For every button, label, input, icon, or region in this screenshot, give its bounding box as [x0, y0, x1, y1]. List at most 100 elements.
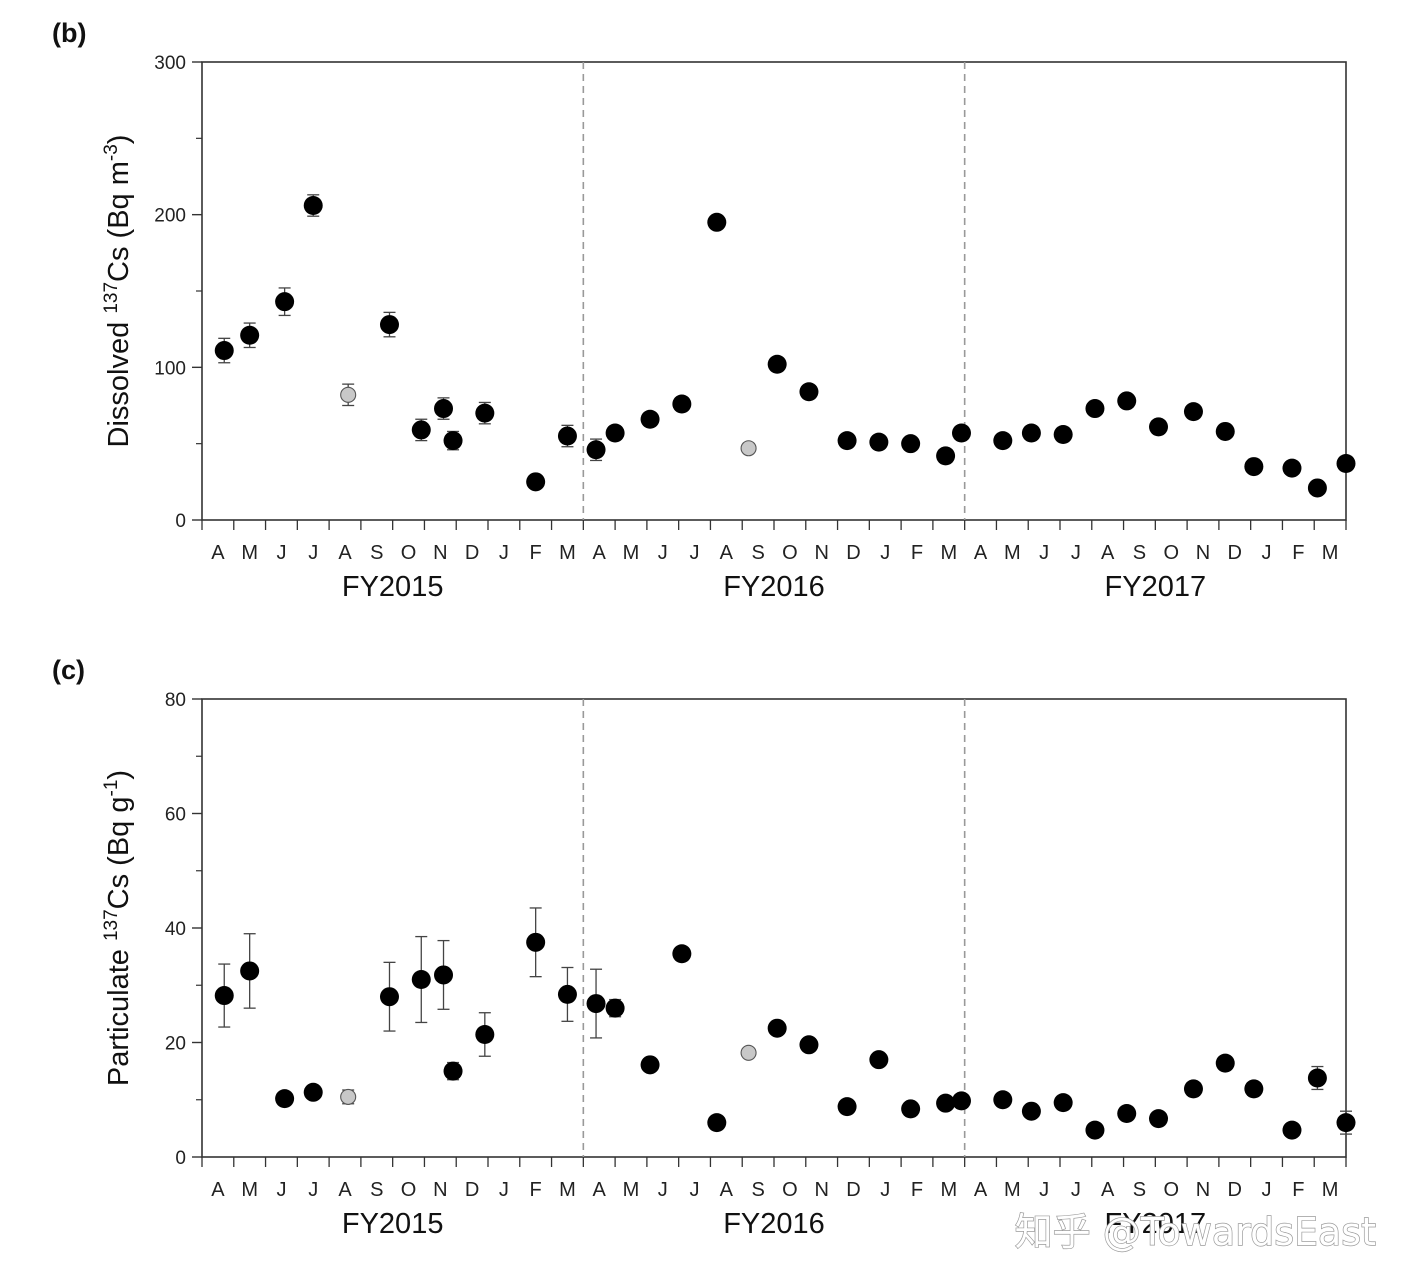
month-label: M [1004, 1179, 1021, 1201]
data-point [672, 394, 692, 414]
month-label: S [370, 1179, 383, 1201]
y-tick-label: 60 [165, 805, 186, 826]
y-tick-label: 40 [165, 919, 186, 940]
data-point [799, 1035, 819, 1055]
month-label: A [1101, 542, 1115, 564]
month-label: A [211, 1179, 225, 1201]
data-point [586, 994, 606, 1014]
plot-frame [201, 698, 1347, 1158]
month-label: M [940, 542, 957, 564]
panel-label: (b) [52, 18, 86, 48]
fiscal-year-label: FY2016 [723, 571, 825, 603]
data-point [1085, 1120, 1105, 1140]
y-axis-title: Particulate 137Cs (Bq g-1) [101, 770, 135, 1086]
y-axis-title: Dissolved 137Cs (Bq m-3) [101, 135, 135, 448]
data-point [901, 434, 921, 454]
month-label: M [623, 1179, 640, 1201]
month-label: M [940, 1179, 957, 1201]
data-point [275, 292, 295, 312]
month-label: N [433, 1179, 447, 1201]
data-point [1053, 425, 1073, 445]
month-label: J [1039, 1179, 1049, 1201]
data-point-open [740, 440, 757, 457]
month-label: D [465, 542, 479, 564]
data-point [1149, 417, 1169, 437]
data-point [411, 970, 431, 990]
month-label: A [720, 542, 734, 564]
data-point [1053, 1093, 1073, 1113]
month-label: J [1262, 1179, 1272, 1201]
month-label: A [338, 542, 352, 564]
month-label: A [338, 1179, 352, 1201]
month-label: J [658, 542, 668, 564]
data-point [707, 212, 727, 232]
y-tick-label: 0 [175, 511, 186, 532]
y-tick-label: 20 [165, 1034, 186, 1055]
month-label: A [593, 1179, 607, 1201]
month-label: N [1196, 1179, 1210, 1201]
month-label: J [308, 1179, 318, 1201]
fiscal-year-label: FY2015 [342, 571, 444, 603]
data-point [443, 1061, 463, 1081]
data-point [672, 944, 692, 964]
data-point [605, 423, 625, 443]
data-point [1282, 1120, 1302, 1140]
data-point [586, 440, 606, 460]
data-point [869, 432, 889, 452]
month-label: F [530, 542, 542, 564]
month-label: J [690, 1179, 700, 1201]
month-label: J [499, 1179, 509, 1201]
month-label: F [911, 542, 923, 564]
month-label: D [846, 542, 860, 564]
month-label: D [465, 1179, 479, 1201]
data-point [993, 431, 1013, 451]
data-point [475, 1024, 495, 1044]
data-point [1336, 454, 1356, 474]
data-point [1021, 423, 1041, 443]
data-point [526, 932, 546, 952]
data-point-open [340, 386, 357, 403]
data-point [936, 446, 956, 466]
data-point [275, 1089, 295, 1109]
fiscal-year-label: FY2016 [723, 1208, 825, 1240]
month-label: J [1262, 542, 1272, 564]
data-point [240, 325, 260, 345]
data-point [434, 965, 454, 985]
data-point [1117, 391, 1137, 411]
month-label: D [1228, 542, 1242, 564]
month-label: A [593, 542, 607, 564]
month-label: D [846, 1179, 860, 1201]
data-point [303, 1082, 323, 1102]
month-label: F [911, 1179, 923, 1201]
data-point [1307, 1068, 1327, 1088]
data-point [799, 382, 819, 402]
month-label: A [720, 1179, 734, 1201]
data-point-open [740, 1044, 757, 1061]
month-label: M [241, 1179, 258, 1201]
y-tick-label: 0 [175, 1148, 186, 1169]
data-point [767, 1018, 787, 1038]
month-label: A [211, 542, 225, 564]
data-point [767, 354, 787, 374]
month-label: O [1163, 542, 1179, 564]
month-label: M [1322, 542, 1339, 564]
data-point [640, 409, 660, 429]
data-point [557, 984, 577, 1004]
y-tick-label: 100 [154, 358, 186, 379]
month-label: J [1039, 542, 1049, 564]
fiscal-year-label: FY2017 [1105, 571, 1207, 603]
y-tick-label: 80 [165, 690, 186, 711]
month-label: A [1101, 1179, 1115, 1201]
month-label: J [880, 1179, 890, 1201]
month-label: O [782, 1179, 798, 1201]
data-point [1149, 1109, 1169, 1129]
month-label: J [880, 542, 890, 564]
data-point [434, 399, 454, 419]
data-point [379, 987, 399, 1007]
month-label: F [1292, 1179, 1304, 1201]
month-label: S [1133, 542, 1146, 564]
data-point [1307, 478, 1327, 498]
data-point [240, 961, 260, 981]
month-label: M [559, 542, 576, 564]
